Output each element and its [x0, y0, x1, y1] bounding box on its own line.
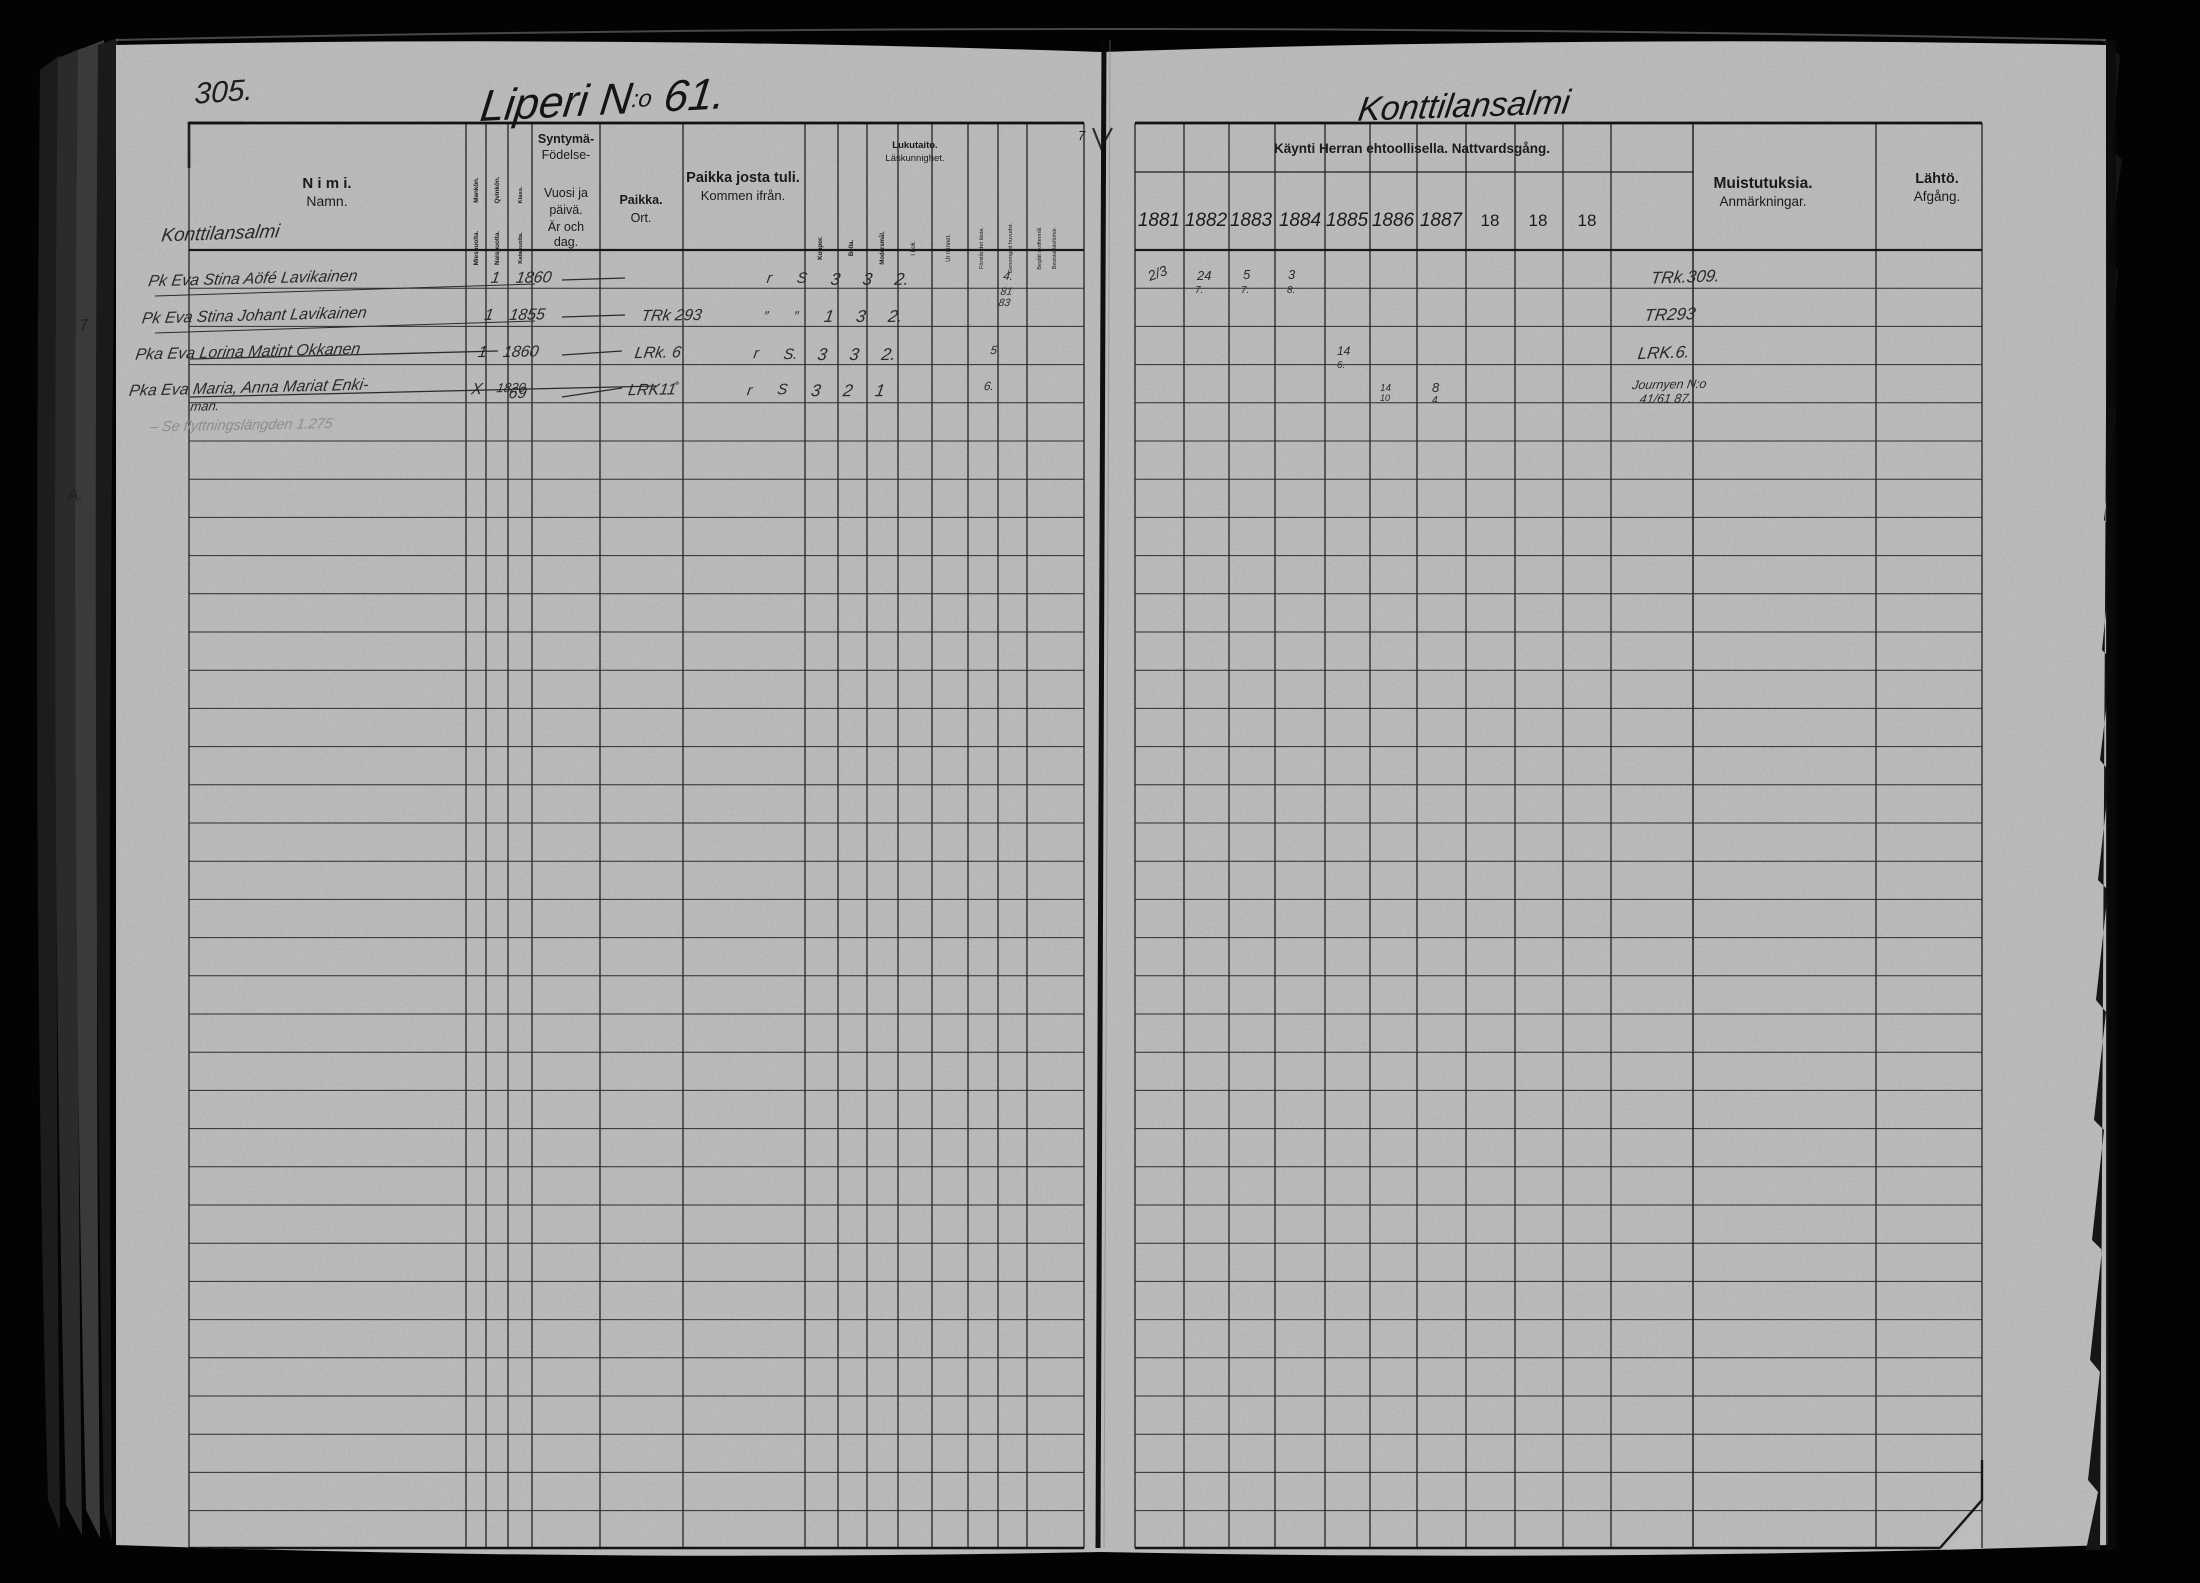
svg-text:4.: 4.	[1432, 395, 1440, 406]
svg-text:1887: 1887	[1420, 210, 1464, 231]
svg-text:Paikka josta tuli.: Paikka josta tuli.	[686, 170, 800, 186]
svg-text:– Se flyttningslängden 1.275: – Se flyttningslängden 1.275	[148, 416, 335, 435]
svg-text:Bolla.: Bolla.	[849, 240, 855, 257]
svg-text:Syntymä-: Syntymä-	[538, 132, 594, 146]
svg-text:1885: 1885	[1326, 210, 1369, 231]
svg-text:Vuosi ja: Vuosi ja	[544, 186, 588, 200]
svg-text:Födelse-: Födelse-	[542, 148, 591, 162]
svg-text:Ur minnet.: Ur minnet.	[946, 234, 952, 262]
svg-text:Genomgått huvudst.: Genomgått huvudst.	[1007, 222, 1014, 273]
svg-text:LRK.6.: LRK.6.	[1637, 341, 1692, 363]
svg-text:1860: 1860	[502, 343, 540, 362]
svg-text:Paikka.: Paikka.	[619, 193, 662, 207]
svg-text:6.: 6.	[1337, 360, 1345, 371]
svg-text:2.: 2.	[892, 269, 910, 289]
svg-text:Klass.: Klass.	[518, 186, 524, 203]
svg-text:Bevistat läsförhör.: Bevistat läsförhör.	[1052, 227, 1058, 269]
svg-text:Koppor.: Koppor.	[817, 236, 824, 260]
svg-text:5: 5	[1243, 267, 1251, 282]
svg-text:Lukutaito.: Lukutaito.	[892, 140, 937, 151]
svg-text:1882: 1882	[1185, 210, 1228, 231]
svg-text:Modersmål.: Modersmål.	[879, 231, 886, 265]
svg-text:81: 81	[1000, 286, 1014, 298]
svg-text:Afgång.: Afgång.	[1914, 189, 1961, 204]
svg-text:18: 18	[1578, 211, 1597, 230]
svg-text:Mankön.: Mankön.	[473, 177, 480, 203]
svg-text:LRk. 6: LRk. 6	[633, 343, 682, 362]
svg-text:2.: 2.	[879, 344, 897, 364]
svg-text:Är och: Är och	[548, 220, 584, 234]
svg-text:päivä.: päivä.	[549, 203, 582, 217]
svg-text:Konttilansalmi: Konttilansalmi	[160, 221, 282, 246]
svg-text:N i m i.: N i m i.	[302, 175, 351, 192]
svg-text:A.: A.	[66, 486, 83, 504]
svg-text:man.: man.	[189, 398, 220, 414]
svg-text:18: 18	[1529, 211, 1548, 230]
svg-text:Ort.: Ort.	[631, 211, 652, 225]
svg-text:Anmärkningar.: Anmärkningar.	[1719, 194, 1806, 209]
svg-text:I bok.: I bok.	[910, 240, 917, 256]
svg-text:Qvinkön.: Qvinkön.	[494, 176, 501, 203]
svg-text:1881: 1881	[1138, 210, 1180, 231]
svg-text:7.: 7.	[1241, 285, 1249, 296]
svg-text:TRk 293: TRk 293	[640, 306, 703, 325]
svg-text:1886: 1886	[1372, 210, 1415, 231]
svg-text:Förstår det lästa.: Förstår det lästa.	[978, 227, 985, 269]
svg-text:LRK11̊: LRK11̊	[627, 380, 680, 399]
svg-text:Journyen N:o: Journyen N:o	[1630, 377, 1707, 392]
svg-text:14: 14	[1337, 344, 1351, 358]
svg-text:Muistutuksia.: Muistutuksia.	[1713, 175, 1812, 192]
svg-text:Katapuolta.: Katapuolta.	[518, 232, 524, 264]
svg-text:8: 8	[1432, 380, 1440, 395]
svg-text:1884: 1884	[1279, 210, 1321, 231]
svg-text:305.: 305.	[194, 74, 253, 111]
svg-text:TR293: TR293	[1643, 303, 1697, 325]
svg-text:S.: S.	[782, 346, 799, 363]
svg-text:24: 24	[1196, 268, 1211, 283]
svg-text:Naispuolta.: Naispuolta.	[494, 231, 501, 265]
svg-text:8.: 8.	[1287, 285, 1295, 296]
svg-text:18: 18	[1481, 211, 1500, 230]
svg-text:Namn.: Namn.	[306, 193, 347, 209]
svg-text:Begått skriftermål.: Begått skriftermål.	[1036, 226, 1043, 269]
svg-text:69: 69	[507, 384, 528, 402]
svg-text:83: 83	[998, 297, 1012, 309]
svg-text:Miespuolta.: Miespuolta.	[473, 230, 480, 265]
svg-text:Kommen ifrån.: Kommen ifrån.	[701, 188, 786, 203]
svg-text:10: 10	[1380, 393, 1390, 403]
svg-text:Lähtö.: Lähtö.	[1915, 171, 1959, 187]
svg-text:3: 3	[1288, 267, 1296, 282]
svg-text:7: 7	[1078, 128, 1086, 143]
svg-text:1855: 1855	[508, 305, 546, 324]
svg-text:Läskunnighet.: Läskunnighet.	[885, 153, 944, 164]
svg-text:1860: 1860	[515, 268, 553, 287]
svg-text:1883: 1883	[1230, 210, 1273, 231]
svg-text:dag.: dag.	[554, 235, 578, 249]
svg-text:Käynti Herran ehtoollisella.: Käynti Herran ehtoollisella. Nattvardsgå…	[1274, 141, 1550, 156]
svg-text:2.: 2.	[886, 306, 904, 326]
svg-text:41/61 87.: 41/61 87.	[1639, 391, 1693, 406]
svg-text:7.: 7.	[1195, 285, 1203, 296]
svg-text:TRk.309.: TRk.309.	[1650, 265, 1722, 287]
